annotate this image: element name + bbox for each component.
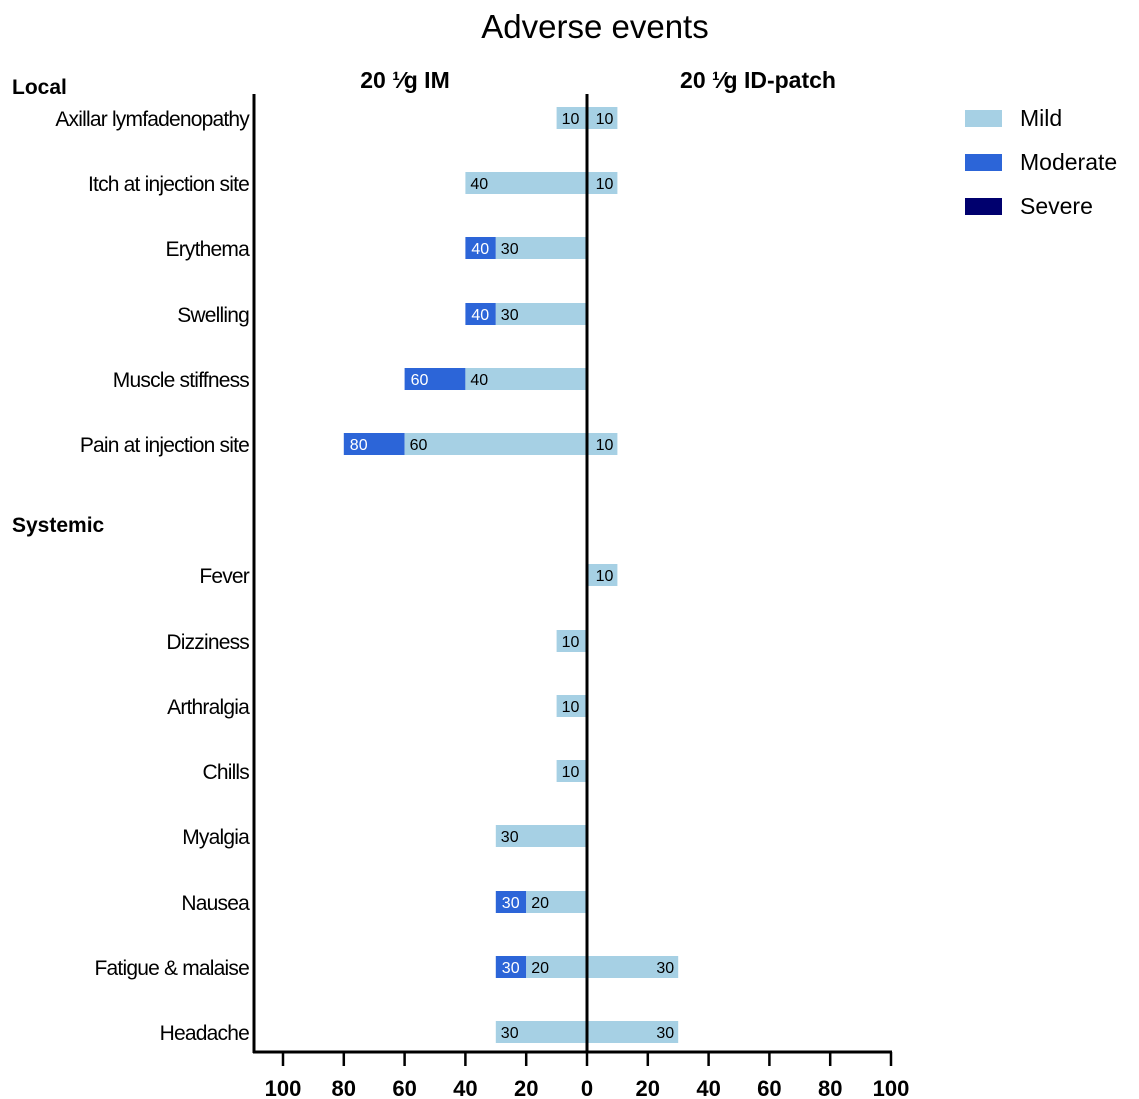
x-tick-label: 0 (581, 1076, 593, 1099)
x-axis-ticks: 100 80 60 40 20 0 20 40 60 80 100 (265, 1052, 910, 1099)
bar-im-moderate-muscle-stiffness (404, 368, 466, 390)
x-tick-label: 20 (514, 1076, 538, 1099)
category-labels: Axillar lymfadenopathy Itch at injection … (55, 108, 251, 1045)
x-tick-label: 80 (332, 1076, 356, 1099)
left-panel-title: 20 ¹⁄g IM (360, 67, 449, 93)
x-tick-label: 20 (636, 1076, 660, 1099)
category-label-fever: Fever (199, 565, 249, 588)
bar-im-mild-headache (495, 1021, 587, 1043)
label-im-moderate-pain-at-injection-site: 80 (350, 437, 368, 454)
label-im-mild-swelling: 30 (501, 307, 519, 324)
bar-im-moderate-swelling (465, 303, 496, 325)
label-id-mild-headache: 30 (656, 1025, 674, 1042)
legend-swatch-moderate (965, 154, 1002, 171)
bars-layer: 10 10 40 10 40 30 40 30 60 40 80 60 10 10 10 10 10 30 30 20… (343, 107, 679, 1043)
bar-im-moderate-nausea (495, 891, 527, 913)
label-im-moderate-muscle-stiffness: 60 (411, 372, 429, 389)
bar-id-mild-fatigue-malaise (587, 956, 679, 978)
bar-id-mild-headache (587, 1021, 679, 1043)
label-im-mild-dizziness: 10 (562, 634, 580, 651)
label-im-mild-axillar-lymfadenopathy: 10 (562, 111, 580, 128)
label-im-mild-myalgia: 30 (501, 829, 519, 846)
bar-id-mild-pain-at-injection-site (587, 433, 618, 455)
x-tick-label: 60 (392, 1076, 416, 1099)
group-label-systemic: Systemic (12, 514, 105, 537)
label-im-moderate-swelling: 40 (471, 307, 489, 324)
x-tick-label: 100 (265, 1076, 302, 1099)
bar-im-moderate-erythema (465, 237, 496, 259)
bar-im-mild-fatigue-malaise (526, 956, 587, 978)
label-id-mild-pain-at-injection-site: 10 (596, 437, 614, 454)
x-tick-label: 80 (818, 1076, 842, 1099)
label-im-mild-fatigue-malaise: 20 (531, 960, 549, 977)
category-label-pain-at-injection-site: Pain at injection site (80, 434, 249, 457)
bar-im-mild-axillar-lymfadenopathy (556, 107, 587, 129)
legend-label-mild: Mild (1020, 105, 1062, 131)
x-tick-label: 40 (453, 1076, 477, 1099)
label-im-moderate-erythema: 40 (471, 241, 489, 258)
category-label-myalgia: Myalgia (182, 826, 250, 849)
legend: Mild Moderate Severe (965, 105, 1117, 219)
bar-id-mild-fever (587, 564, 618, 586)
bar-im-mild-muscle-stiffness (465, 368, 587, 390)
bar-id-mild-axillar-lymfadenopathy (587, 107, 618, 129)
bar-im-mild-itch-at-injection-site (465, 172, 587, 194)
legend-label-severe: Severe (1020, 193, 1093, 219)
label-im-mild-erythema: 30 (501, 241, 519, 258)
bar-id-mild-itch-at-injection-site (587, 172, 618, 194)
category-label-muscle-stiffness: Muscle stiffness (113, 369, 249, 392)
bar-im-mild-arthralgia (556, 695, 587, 717)
label-im-mild-chills: 10 (562, 764, 580, 781)
label-im-mild-itch-at-injection-site: 40 (470, 176, 488, 193)
category-label-itch-at-injection-site: Itch at injection site (88, 173, 249, 196)
category-label-nausea: Nausea (181, 892, 250, 915)
category-label-fatigue-malaise: Fatigue & malaise (95, 957, 250, 980)
bar-im-mild-dizziness (556, 630, 587, 652)
label-im-mild-muscle-stiffness: 40 (470, 372, 488, 389)
right-panel-title: 20 ¹⁄g ID-patch (680, 67, 836, 93)
label-im-moderate-nausea: 30 (502, 895, 520, 912)
bar-im-moderate-fatigue-malaise (495, 956, 527, 978)
legend-swatch-severe (965, 198, 1002, 215)
bar-im-mild-myalgia (495, 825, 587, 847)
legend-label-moderate: Moderate (1020, 149, 1117, 175)
category-label-dizziness: Dizziness (166, 631, 249, 654)
x-tick-label: 100 (873, 1076, 910, 1099)
label-im-mild-pain-at-injection-site: 60 (410, 437, 428, 454)
x-tick-label: 60 (757, 1076, 781, 1099)
group-label-local: Local (12, 76, 67, 99)
label-id-mild-axillar-lymfadenopathy: 10 (596, 111, 614, 128)
x-tick-label: 40 (696, 1076, 720, 1099)
bar-im-mild-nausea (526, 891, 587, 913)
legend-swatch-mild (965, 110, 1002, 127)
chart-title: Adverse events (481, 8, 708, 45)
label-im-mild-nausea: 20 (531, 895, 549, 912)
label-im-moderate-fatigue-malaise: 30 (502, 960, 520, 977)
label-id-mild-fever: 10 (596, 568, 614, 585)
category-label-headache: Headache (160, 1022, 249, 1045)
category-label-chills: Chills (202, 761, 249, 784)
category-label-swelling: Swelling (177, 304, 249, 327)
label-id-mild-itch-at-injection-site: 10 (596, 176, 614, 193)
bar-im-mild-erythema (495, 237, 587, 259)
category-label-arthralgia: Arthralgia (167, 696, 250, 719)
category-label-axillar-lymfadenopathy: Axillar lymfadenopathy (55, 108, 250, 131)
label-im-mild-arthralgia: 10 (562, 699, 580, 716)
label-im-mild-headache: 30 (501, 1025, 519, 1042)
label-id-mild-fatigue-malaise: 30 (656, 960, 674, 977)
bar-im-mild-pain-at-injection-site (404, 433, 587, 455)
category-label-erythema: Erythema (166, 238, 251, 261)
bar-im-moderate-pain-at-injection-site (343, 433, 405, 455)
bar-im-mild-chills (556, 760, 587, 782)
bar-im-mild-swelling (495, 303, 587, 325)
